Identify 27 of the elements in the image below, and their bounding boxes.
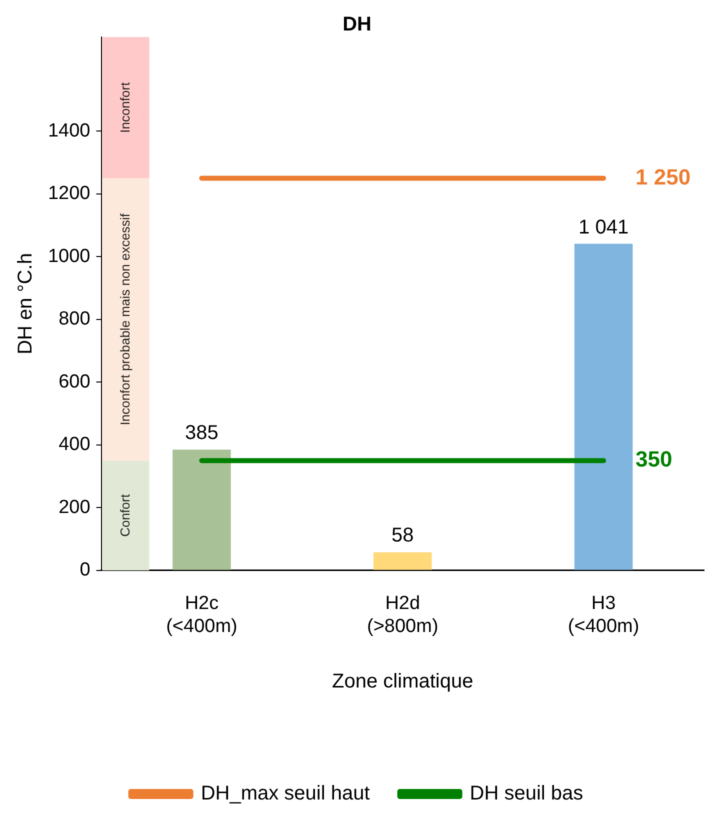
band-label: Inconfort probable mais non excessif (117, 213, 132, 426)
bar (374, 552, 432, 570)
y-tick-label: 200 (58, 496, 90, 518)
bar (574, 244, 633, 570)
y-tick-label: 1000 (48, 246, 90, 267)
x-tick-label: H2c (<400m) (166, 593, 238, 637)
y-tick-label: 600 (58, 371, 90, 392)
data-label: 1 250 (636, 164, 691, 190)
y-tick-label: 400 (58, 434, 90, 456)
y-axis-title: DH en °C.h (14, 253, 37, 354)
chart-title: DH (342, 14, 372, 36)
band-label: Inconfort (117, 82, 132, 133)
y-tick-label: 800 (58, 308, 90, 330)
y-tick-label: 1200 (48, 183, 90, 204)
data-label: 1 041 (578, 216, 629, 238)
legend-label: DH_max seuil haut (200, 782, 370, 805)
y-tick-label: 0 (80, 560, 90, 581)
band-label: Confort (117, 494, 132, 537)
data-label: 385 (185, 422, 218, 444)
data-label: 58 (392, 524, 414, 547)
legend-label: DH seuil bas (470, 782, 584, 805)
x-axis-title: Zone climatique (332, 670, 474, 693)
x-tick-label: H2d (>800m) (366, 593, 438, 637)
data-label: 350 (636, 446, 672, 472)
bar (172, 450, 231, 570)
y-tick-label: 1400 (48, 120, 90, 142)
x-tick-label: H3 (<400m) (568, 593, 640, 637)
